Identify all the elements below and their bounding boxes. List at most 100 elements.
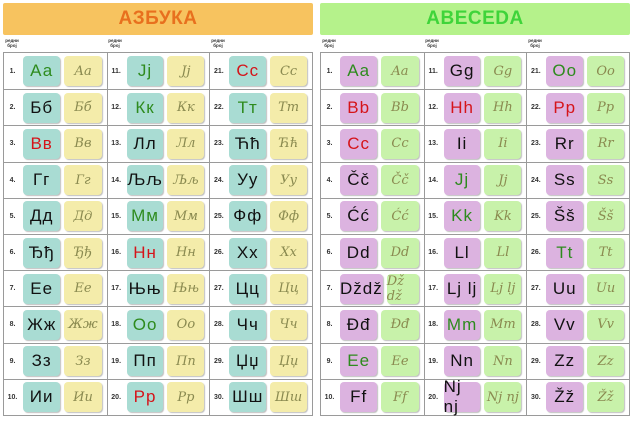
ordinal-number: 15. bbox=[428, 212, 439, 220]
cursive-letter-card: Јј bbox=[167, 56, 205, 87]
printed-letter-card: Њњ bbox=[126, 273, 164, 304]
printed-letter-card: Oo bbox=[546, 56, 584, 87]
printed-letter-card: Џџ bbox=[229, 346, 267, 377]
ordinal-number: 26. bbox=[213, 249, 224, 257]
ordinal-number: 16. bbox=[111, 249, 122, 257]
cursive-letter-card: Jj bbox=[484, 165, 522, 196]
letter-row: 3. Вв Вв bbox=[4, 125, 107, 161]
ordinal-number: 14. bbox=[111, 176, 122, 184]
column-header: редни број bbox=[5, 38, 19, 48]
cursive-letter-card: Ll bbox=[484, 237, 522, 268]
printed-letter-card: Gg bbox=[443, 56, 481, 87]
letter-row: 28. Чч Чч bbox=[210, 306, 312, 342]
ordinal-number: 21. bbox=[213, 67, 224, 75]
letter-row: 16. Ll Ll bbox=[424, 234, 527, 270]
printed-letter-card: Гг bbox=[23, 165, 61, 196]
letter-row: 20. Nj nj Nj nj bbox=[424, 377, 527, 416]
cursive-letter-card: Rr bbox=[587, 128, 624, 159]
letter-row: 27. Цц Цц bbox=[210, 270, 312, 306]
letter-row: 16. Нн Нн bbox=[107, 234, 210, 270]
ordinal-number: 23. bbox=[530, 140, 541, 148]
letter-row: 14. Jj Jj bbox=[424, 161, 527, 198]
ordinal-number: 7. bbox=[9, 285, 16, 293]
printed-letter-card: Ђђ bbox=[23, 237, 61, 268]
letter-row: 8. Жж Жж bbox=[4, 306, 107, 342]
printed-letter-card: Ее bbox=[23, 273, 61, 304]
cursive-letter-card: Чч bbox=[270, 309, 307, 340]
letter-row: 28. Vv Vv bbox=[527, 306, 629, 342]
letter-row: 13. Лл Лл bbox=[107, 125, 210, 161]
ordinal-number: 28. bbox=[530, 321, 541, 329]
ordinal-number: 10. bbox=[7, 393, 18, 401]
cursive-letter-card: Oo bbox=[587, 56, 624, 87]
printed-letter-card: Nj nj bbox=[443, 377, 481, 416]
cursive-letter-card: Ff bbox=[381, 382, 419, 413]
cursive-letter-card: Пп bbox=[167, 346, 205, 377]
ordinal-number: 17. bbox=[428, 285, 439, 293]
cursive-letter-card: Хх bbox=[270, 237, 307, 268]
ordinal-number: 5. bbox=[9, 212, 16, 220]
letter-row: 17. Њњ Њњ bbox=[107, 270, 210, 306]
cursive-letter-card: Аа bbox=[64, 56, 102, 87]
letter-row: 20. Рр Рр bbox=[107, 378, 210, 415]
printed-letter-card: Aa bbox=[340, 56, 378, 87]
letter-row: 23. Rr Rr bbox=[527, 125, 629, 161]
letter-row: 19. Пп Пп bbox=[107, 342, 210, 379]
cursive-letter-card: Hh bbox=[484, 92, 522, 123]
letter-row: 24. Уу Уу bbox=[210, 161, 312, 198]
cursive-letter-card: Ии bbox=[64, 382, 102, 413]
cursive-letter-card: Vv bbox=[587, 309, 624, 340]
column-header: редни број bbox=[211, 38, 225, 48]
printed-letter-card: Dd bbox=[340, 237, 378, 268]
cursive-letter-card: Сс bbox=[270, 56, 307, 87]
letter-row: 2. Bb Bb bbox=[321, 89, 424, 125]
printed-letter-card: Уу bbox=[229, 165, 267, 196]
ordinal-number: 1. bbox=[9, 67, 16, 75]
cursive-letter-card: Zz bbox=[587, 346, 624, 377]
letter-row: 15. Kk Kk bbox=[424, 197, 527, 234]
cursive-letter-card: Gg bbox=[484, 56, 522, 87]
letter-row: 24. Ss Ss bbox=[527, 161, 629, 198]
cursive-letter-card: Đđ bbox=[381, 309, 419, 340]
letter-row: 21. Сс Сс bbox=[210, 53, 312, 89]
cursive-letter-card: Џџ bbox=[270, 346, 307, 377]
letter-column: 11. Јј Јј 12. Кк Кк 13. Лл Лл 14. Љљ Љљ 15. Мм Мм 16. Нн… bbox=[106, 53, 210, 415]
printed-letter-card: Ii bbox=[443, 128, 481, 159]
letter-row: 18. Оо Оо bbox=[107, 306, 210, 342]
printed-letter-card: Hh bbox=[443, 92, 481, 123]
cursive-letter-card: Šš bbox=[587, 201, 624, 232]
ordinal-number: 26. bbox=[530, 249, 541, 257]
letter-grid: 1. Aa Aa 2. Bb Bb 3. Cc Cc 4. Čč Čč 5. Ćć Ćć 6. Dd Dd 7. Dž… bbox=[320, 52, 630, 416]
ordinal-number: 6. bbox=[326, 249, 333, 257]
cursive-letter-card: Pp bbox=[587, 92, 624, 123]
ordinal-number: 19. bbox=[111, 357, 122, 365]
printed-letter-card: Ћћ bbox=[229, 128, 267, 159]
letter-row: 30. Žž Žž bbox=[527, 378, 629, 415]
ordinal-number: 13. bbox=[111, 140, 122, 148]
letter-row: 10. Ии Ии bbox=[4, 378, 107, 415]
printed-letter-card: Rr bbox=[546, 128, 584, 159]
letter-row: 4. Гг Гг bbox=[4, 161, 107, 198]
printed-letter-card: Нн bbox=[126, 237, 164, 268]
ordinal-number: 30. bbox=[213, 393, 224, 401]
cursive-letter-card: Ћћ bbox=[270, 128, 307, 159]
printed-letter-card: Ff bbox=[340, 382, 378, 413]
letter-row: 27. Uu Uu bbox=[527, 270, 629, 306]
ordinal-number: 11. bbox=[111, 67, 121, 75]
printed-letter-card: Мм bbox=[126, 201, 164, 232]
printed-letter-card: Mm bbox=[443, 309, 481, 340]
letter-row: 21. Oo Oo bbox=[527, 53, 629, 89]
ordinal-number: 20. bbox=[111, 393, 122, 401]
cursive-letter-card: Љљ bbox=[167, 165, 205, 196]
ordinal-number: 7. bbox=[326, 285, 333, 293]
cursive-letter-card: Цц bbox=[270, 273, 307, 304]
printed-letter-card: Вв bbox=[23, 128, 61, 159]
ordinal-number: 16. bbox=[428, 249, 439, 257]
ordinal-number: 4. bbox=[9, 176, 16, 184]
ordinal-number: 9. bbox=[9, 357, 16, 365]
column-headers: редни број редни број редни број bbox=[3, 35, 313, 52]
cursive-letter-card: Шш bbox=[270, 382, 307, 413]
printed-letter-card: Дд bbox=[23, 201, 61, 232]
printed-letter-card: Đđ bbox=[340, 309, 378, 340]
ordinal-number: 22. bbox=[530, 104, 541, 112]
